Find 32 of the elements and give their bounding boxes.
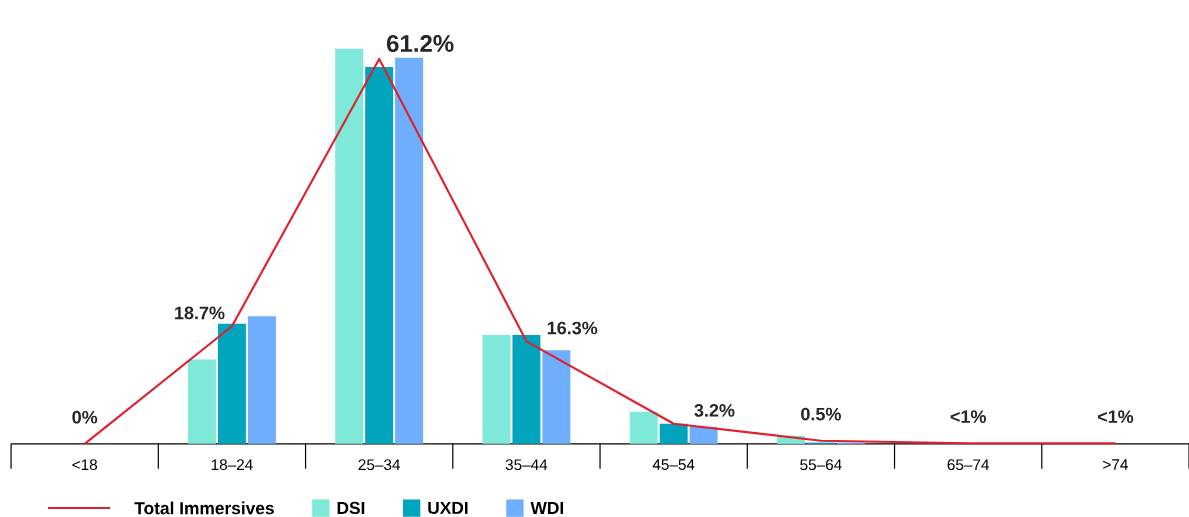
data-label: 3.2% xyxy=(694,404,735,417)
legend-label: DSI xyxy=(337,501,365,515)
bar xyxy=(365,67,394,444)
bar xyxy=(542,350,571,444)
data-label: 61.2% xyxy=(386,34,454,52)
bar xyxy=(482,335,511,444)
legend-label: UXDI xyxy=(428,501,468,515)
bar xyxy=(512,335,541,444)
bar xyxy=(395,57,424,444)
bar xyxy=(217,323,246,444)
bar xyxy=(629,411,658,444)
data-label: <1% xyxy=(950,410,986,423)
legend-label: WDI xyxy=(530,502,564,514)
data-label: 0.5% xyxy=(801,407,841,421)
data-label: 18.7% xyxy=(175,306,225,320)
bar xyxy=(659,423,688,444)
legend-label: Total Immersives xyxy=(134,501,274,515)
bar xyxy=(335,48,364,444)
data-label: 16.3% xyxy=(547,321,598,335)
bar xyxy=(247,316,276,444)
x-tick-label: <18 xyxy=(72,459,98,471)
x-tick-label: 18–24 xyxy=(211,459,253,471)
x-tick-label: 25–34 xyxy=(358,459,401,471)
x-tick-label: 55–64 xyxy=(800,459,842,471)
x-tick-label: 35–44 xyxy=(505,459,548,471)
x-tick-label: 45–54 xyxy=(652,459,695,470)
data-label: 0% xyxy=(72,410,98,424)
x-tick-label: >74 xyxy=(1103,459,1128,470)
data-label: <1% xyxy=(1097,410,1134,423)
x-tick-label: 65–74 xyxy=(947,459,990,471)
bar xyxy=(689,426,718,444)
bar xyxy=(187,359,216,444)
